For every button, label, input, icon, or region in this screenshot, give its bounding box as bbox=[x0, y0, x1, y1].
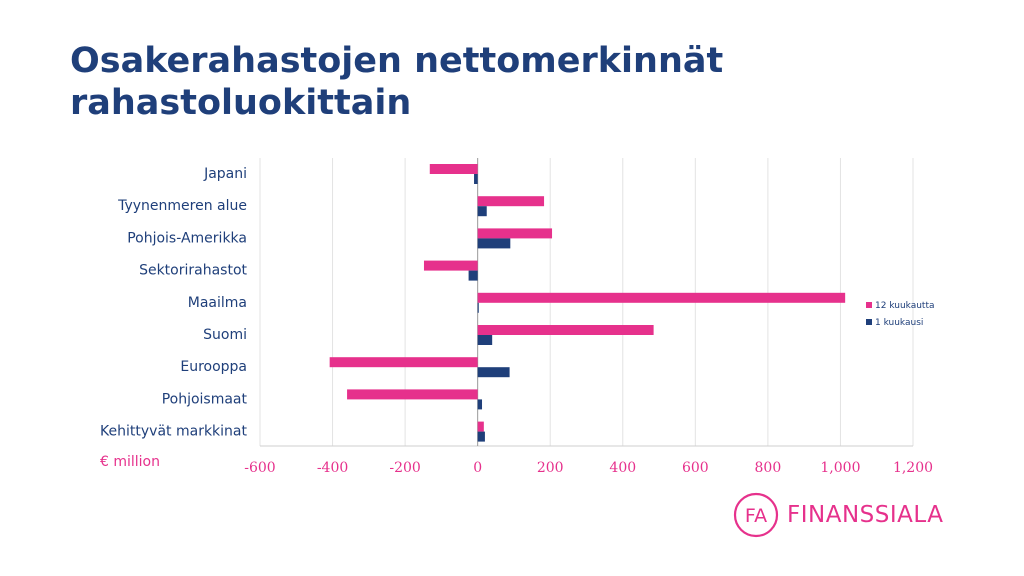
bar-12-months bbox=[429, 164, 478, 174]
category-labels: Japani Tyynenmeren alue Pohjois-Amerikka Se… bbox=[100, 166, 247, 440]
x-tick-label: -400 bbox=[317, 460, 348, 476]
bar-1-month bbox=[468, 270, 478, 281]
bar-12-months bbox=[347, 389, 478, 400]
x-tick-label: 600 bbox=[682, 460, 709, 476]
page-title: Osakerahastojen nettomerkinnät rahastolu… bbox=[70, 41, 724, 123]
unit-label: € million bbox=[100, 454, 160, 470]
category-label: Maailma bbox=[188, 295, 247, 311]
legend: 12 kuukautta 1 kuukausi bbox=[866, 301, 935, 328]
bar-12-months bbox=[329, 357, 478, 368]
legend-label: 1 kuukausi bbox=[875, 318, 923, 328]
bar-1-month bbox=[474, 174, 478, 184]
bar-12-months bbox=[423, 260, 478, 271]
bar-12-months bbox=[477, 421, 484, 432]
category-label: Eurooppa bbox=[180, 359, 247, 375]
bar-1-month bbox=[477, 335, 493, 345]
finanssiala-logo: FA FINANSSIALA bbox=[733, 492, 943, 538]
x-tick-label: -600 bbox=[244, 460, 275, 476]
bar-1-month bbox=[477, 399, 483, 410]
category-label: Pohjoismaat bbox=[162, 391, 248, 407]
x-tick-label: 400 bbox=[609, 460, 636, 476]
x-tick-label: 200 bbox=[537, 460, 564, 476]
category-label: Pohjois-Amerikka bbox=[127, 230, 247, 246]
bar-12-months bbox=[477, 325, 654, 335]
x-tick-label: 0 bbox=[473, 460, 482, 476]
finanssiala-logo-text: FINANSSIALA bbox=[787, 502, 944, 528]
bar-12-months bbox=[477, 196, 545, 207]
x-tick-label: 1,000 bbox=[820, 460, 860, 476]
bar-12-months bbox=[477, 292, 846, 303]
x-tick-label: 1,200 bbox=[893, 460, 933, 476]
bar-12-months bbox=[477, 228, 553, 239]
svg-text:FA: FA bbox=[745, 505, 767, 527]
bars bbox=[329, 164, 846, 442]
category-label: Suomi bbox=[203, 327, 247, 343]
x-axis-ticks: -600 -400 -200 0 200 400 600 800 1,000 1,200 bbox=[244, 460, 933, 476]
legend-swatch bbox=[866, 319, 872, 325]
legend-swatch bbox=[866, 302, 872, 308]
category-label: Kehittyvät markkinat bbox=[100, 424, 247, 440]
category-label: Tyynenmeren alue bbox=[117, 198, 247, 214]
bar-1-month bbox=[477, 367, 510, 378]
category-label: Sektorirahastot bbox=[139, 263, 247, 279]
bar-1-month bbox=[477, 302, 479, 313]
x-tick-label: -200 bbox=[389, 460, 420, 476]
finanssiala-logo-mark: FA bbox=[733, 492, 779, 538]
x-tick-label: 800 bbox=[755, 460, 782, 476]
category-label: Japani bbox=[203, 166, 247, 182]
bar-1-month bbox=[477, 431, 485, 442]
bar-1-month bbox=[477, 206, 487, 217]
legend-label: 12 kuukautta bbox=[875, 301, 935, 311]
bar-1-month bbox=[477, 238, 511, 249]
